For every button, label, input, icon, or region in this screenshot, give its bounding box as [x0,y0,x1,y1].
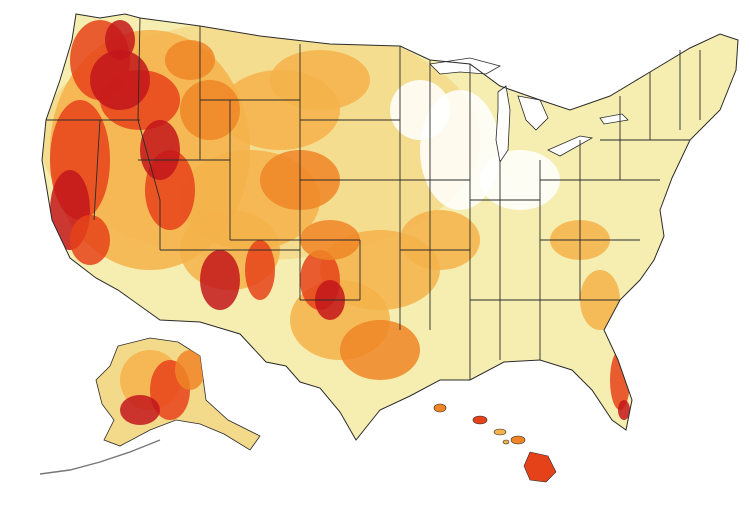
lake-erie [547,135,594,157]
hazard-patch-high [70,215,110,265]
state-border [93,119,101,221]
hazard-patch-mid-high [340,320,420,380]
state-border [137,119,161,250]
hawaii-island-lanai [502,439,510,445]
lake-ontario [599,113,629,125]
hazard-patch-high [610,350,630,410]
alaska-hazard-patch [175,350,205,390]
hazard-patch-mid-high [180,80,240,140]
hazard-patch-mid [270,50,370,110]
hawaii [433,403,557,483]
hazard-patch-very-high [105,20,135,60]
hawaii-island-big [523,451,557,483]
state-border [137,17,141,121]
lake-michigan [495,85,511,164]
hazard-patch-very-high [618,400,630,420]
alaska-hazard-patch [120,395,160,425]
state-borders [46,17,701,380]
alaska [39,337,261,475]
hazard-patch-very-high [200,250,240,310]
great-lakes [429,57,629,164]
hazard-patch-none [390,80,450,140]
lake-huron [517,95,549,131]
hazard-patch-high [245,240,275,300]
hazard-patch-very-high [90,50,150,110]
hawaii-island-kauai [433,403,447,413]
hawaii-island-molokai [493,428,507,436]
hazard-patch-mid [400,210,480,270]
contiguous-us-outline [41,13,739,441]
lake-superior [429,57,502,75]
hawaii-island-maui [510,435,526,445]
hawaii-island-oahu [472,415,488,425]
hazard-patch-mid-high [165,40,215,80]
